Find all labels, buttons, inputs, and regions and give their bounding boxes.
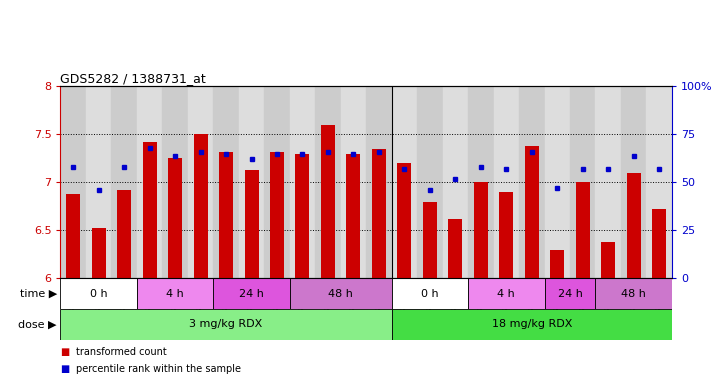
Bar [417,86,442,278]
Bar [315,86,341,278]
Bar [493,86,519,278]
Bar [621,86,646,278]
Text: transformed count: transformed count [76,347,167,357]
Text: 0 h: 0 h [421,289,439,299]
Bar [545,86,570,278]
Bar [596,86,621,278]
Bar [550,250,565,278]
Bar [468,86,493,278]
Text: 24 h: 24 h [557,289,582,299]
Bar [60,278,137,309]
Bar [449,219,462,278]
Bar [245,170,259,278]
Bar [602,242,615,278]
Bar [290,278,392,309]
Text: ■: ■ [60,347,70,357]
Bar [137,278,213,309]
Bar [652,209,666,278]
Text: 3 mg/kg RDX: 3 mg/kg RDX [189,319,262,329]
Bar [290,86,315,278]
Text: time ▶: time ▶ [20,289,57,299]
Text: dose ▶: dose ▶ [18,319,57,329]
Bar [296,154,309,278]
Bar [168,158,182,278]
Bar [626,173,641,278]
Text: 4 h: 4 h [498,289,515,299]
Bar [117,190,131,278]
Bar [86,86,112,278]
Bar [270,152,284,278]
Bar [474,182,488,278]
Bar [372,149,386,278]
Bar [499,192,513,278]
Text: 18 mg/kg RDX: 18 mg/kg RDX [491,319,572,329]
Text: 0 h: 0 h [90,289,107,299]
Bar [646,86,672,278]
Bar [423,202,437,278]
Bar [519,86,545,278]
Bar [92,228,106,278]
Text: 4 h: 4 h [166,289,184,299]
Bar [213,278,290,309]
Bar [525,146,539,278]
Bar [264,86,290,278]
Bar [346,154,360,278]
Bar [137,86,162,278]
Bar [576,182,589,278]
Bar [66,194,80,278]
Text: GDS5282 / 1388731_at: GDS5282 / 1388731_at [60,72,206,85]
Bar [112,86,137,278]
Text: 48 h: 48 h [621,289,646,299]
Bar [239,86,264,278]
Bar [392,309,672,340]
Bar [545,278,596,309]
Bar [188,86,213,278]
Text: percentile rank within the sample: percentile rank within the sample [76,364,241,374]
Bar [321,125,335,278]
Bar [468,278,545,309]
Bar [341,86,366,278]
Bar [60,86,86,278]
Bar [596,278,672,309]
Bar [193,134,208,278]
Bar [219,152,233,278]
Text: 48 h: 48 h [328,289,353,299]
Bar [392,278,468,309]
Bar [442,86,468,278]
Bar [60,309,392,340]
Bar [397,163,412,278]
Bar [392,86,417,278]
Bar [570,86,596,278]
Text: 24 h: 24 h [239,289,264,299]
Bar [366,86,392,278]
Bar [162,86,188,278]
Bar [213,86,239,278]
Bar [143,142,156,278]
Text: ■: ■ [60,364,70,374]
